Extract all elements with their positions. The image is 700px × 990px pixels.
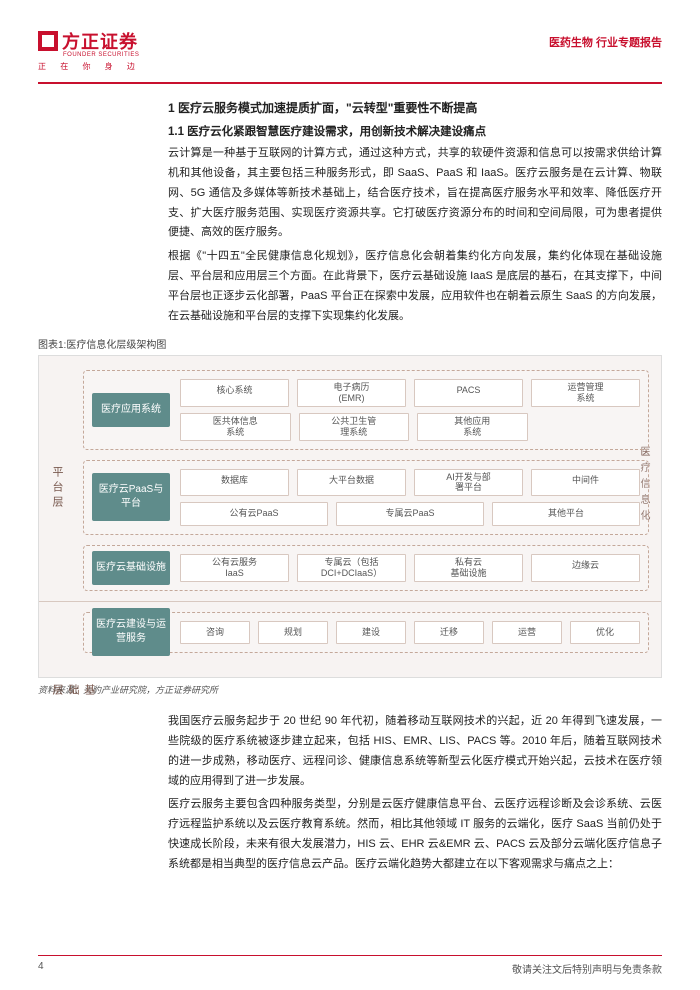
page-footer: 4 敬请关注文后特别声明与免责条款 [38, 961, 662, 976]
architecture-diagram: 平台层 基础层 医疗信息化 医疗应用系统 核心系统电子病历(EMR)PACS运营… [38, 355, 662, 678]
page-number: 4 [38, 961, 44, 976]
logo-block: 方正证券 FOUNDER SECURITIES 正 在 你 身 边 [38, 28, 141, 72]
diagram-cell: 咨询 [180, 621, 250, 645]
header-category: 医药生物 行业专题报告 [549, 34, 662, 50]
diagram-cell: 公有云PaaS [180, 502, 328, 526]
heading-1-1: 1.1 医疗云化紧跟智慧医疗建设需求，用创新技术解决建设痛点 [168, 122, 662, 143]
diagram-cell: 私有云基础设施 [414, 554, 523, 582]
diagram-cell: 其他平台 [492, 502, 640, 526]
diagram-cell: 其他应用系统 [417, 413, 528, 441]
tier-paas: 医疗云PaaS与平台 数据库大平台数据 AI开发与部署平台中间件 公有云PaaS 专… [83, 460, 649, 535]
diagram-cell: 电子病历(EMR) [297, 379, 406, 407]
side-label-platform: 平台层 [49, 466, 65, 511]
logo-icon [38, 31, 58, 51]
paragraph-3: 我国医疗云服务起步于 20 世纪 90 年代初，随着移动互联网技术的兴起，近 2… [168, 712, 662, 791]
tier-label-app: 医疗应用系统 [92, 393, 170, 427]
diagram-cell: 医共体信息系统 [180, 413, 291, 441]
tier-build: 医疗云建设与运营服务 咨询规划建设迁移运营优化 [83, 612, 649, 654]
body-text-2: 我国医疗云服务起步于 20 世纪 90 年代初，随着移动互联网技术的兴起，近 2… [168, 712, 662, 874]
diagram-cell: 建设 [336, 621, 406, 645]
footer-disclaimer: 敬请关注文后特别声明与免责条款 [512, 961, 662, 976]
diagram-cell: PACS [414, 379, 523, 407]
diagram-cell: 运营管理系统 [531, 379, 640, 407]
logo-tagline: 正 在 你 身 边 [38, 61, 141, 72]
header-rule [38, 82, 662, 84]
diagram-cell: 公有云服务IaaS [180, 554, 289, 582]
tier-label-build: 医疗云建设与运营服务 [92, 608, 170, 656]
diagram-cell: 大平台数据 [297, 469, 406, 497]
diagram-cell: 公共卫生管理系统 [299, 413, 410, 441]
diagram-cell: 运营 [492, 621, 562, 645]
diagram-cell: 边缘云 [531, 554, 640, 582]
paragraph-1: 云计算是一种基于互联网的计算方式，通过这种方式，共享的软硬件资源和信息可以按需求… [168, 144, 662, 243]
footer-rule [38, 955, 662, 956]
diagram-cell: 数据库 [180, 469, 289, 497]
diagram-cell: 迁移 [414, 621, 484, 645]
heading-1: 1 医疗云服务模式加速提质扩面，"云转型"重要性不断提高 [168, 98, 662, 120]
figure-source: 资料来源：头豹产业研究院，方正证券研究所 [38, 683, 662, 696]
diagram-cell: 专属云PaaS [336, 502, 484, 526]
body-text: 1 医疗云服务模式加速提质扩面，"云转型"重要性不断提高 1.1 医疗云化紧跟智… [168, 98, 662, 326]
diagram-cell: 核心系统 [180, 379, 289, 407]
diagram-cell: 专属云（包括DCI+DCIaaS） [297, 554, 406, 582]
logo-text-en: FOUNDER SECURITIES [63, 52, 141, 58]
side-label-base: 基础层 [49, 684, 97, 699]
tier-app: 医疗应用系统 核心系统电子病历(EMR) PACS 运营管理系统 医共体信息系统公共… [83, 370, 649, 449]
diagram-cell: 优化 [570, 621, 640, 645]
tier-label-iaas: 医疗云基础设施 [92, 551, 170, 585]
figure-title: 图表1:医疗信息化层级架构图 [38, 336, 662, 351]
tier-label-paas: 医疗云PaaS与平台 [92, 473, 170, 521]
logo-text-cn: 方正证券 [62, 28, 138, 54]
paragraph-2: 根据《"十四五"全民健康信息化规划》，医疗信息化会朝着集约化方向发展，集约化体现… [168, 247, 662, 326]
page-header: 方正证券 FOUNDER SECURITIES 正 在 你 身 边 医药生物 行… [38, 28, 662, 78]
diagram-separator [39, 601, 661, 602]
paragraph-4: 医疗云服务主要包含四种服务类型，分别是云医疗健康信息平台、云医疗远程诊断及会诊系… [168, 795, 662, 874]
diagram-cell: AI开发与部署平台 [414, 469, 523, 497]
tier-iaas: 医疗云基础设施 公有云服务IaaS 专属云（包括DCI+DCIaaS） 私有云基础设… [83, 545, 649, 591]
diagram-cell: 中间件 [531, 469, 640, 497]
diagram-cell: 规划 [258, 621, 328, 645]
